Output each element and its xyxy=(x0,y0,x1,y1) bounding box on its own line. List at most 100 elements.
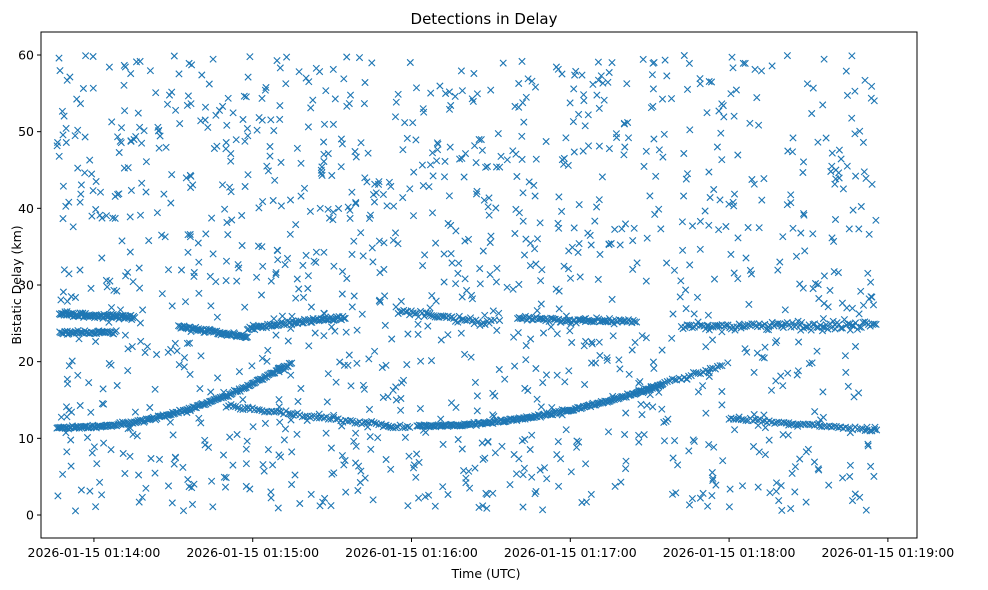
point-track-dip-low xyxy=(289,411,297,419)
point-clutter xyxy=(558,207,566,215)
point-clutter xyxy=(428,292,436,300)
point-clutter xyxy=(175,361,183,369)
point-clutter xyxy=(510,450,518,459)
point-clutter xyxy=(343,102,351,110)
point-clutter xyxy=(417,357,425,365)
point-clutter xyxy=(597,72,605,80)
point-clutter xyxy=(655,388,663,396)
point-clutter xyxy=(631,338,639,346)
point-clutter xyxy=(76,266,84,274)
point-clutter xyxy=(53,142,61,150)
point-clutter xyxy=(761,451,769,459)
point-clutter xyxy=(394,240,402,248)
point-clutter xyxy=(320,138,328,146)
point-clutter xyxy=(857,202,865,211)
point-clutter xyxy=(338,422,346,430)
point-clutter xyxy=(852,172,860,180)
point-clutter xyxy=(321,494,329,502)
point-clutter xyxy=(350,237,358,245)
point-clutter xyxy=(391,229,400,237)
point-clutter xyxy=(483,162,491,171)
point-clutter xyxy=(107,361,115,369)
point-clutter xyxy=(188,500,197,508)
point-clutter xyxy=(85,379,93,387)
point-clutter xyxy=(59,182,67,190)
point-clutter xyxy=(811,408,819,416)
point-clutter xyxy=(799,284,807,292)
point-clutter xyxy=(518,155,526,163)
point-clutter xyxy=(322,87,330,95)
point-clutter xyxy=(433,139,441,147)
point-clutter xyxy=(554,438,562,446)
point-clutter xyxy=(67,293,75,301)
point-clutter xyxy=(294,397,302,406)
point-track-late-upper xyxy=(837,324,845,332)
point-clutter xyxy=(594,76,603,84)
point-clutter xyxy=(831,325,839,333)
point-clutter xyxy=(539,506,547,514)
point-clutter xyxy=(778,506,786,514)
point-clutter xyxy=(568,243,576,251)
point-clutter xyxy=(444,490,452,499)
point-clutter xyxy=(801,247,809,255)
point-clutter xyxy=(532,155,540,163)
point-clutter xyxy=(219,451,228,459)
point-clutter xyxy=(717,129,725,137)
point-clutter xyxy=(146,403,154,412)
point-clutter xyxy=(376,269,384,277)
point-clutter xyxy=(783,201,791,209)
point-clutter xyxy=(115,148,123,157)
point-clutter xyxy=(855,310,863,318)
point-clutter xyxy=(805,360,813,368)
point-clutter xyxy=(519,189,527,197)
point-clutter xyxy=(184,92,192,100)
point-track-center-b xyxy=(518,315,526,323)
point-clutter xyxy=(346,91,355,99)
point-clutter xyxy=(448,259,456,267)
point-clutter xyxy=(511,362,519,370)
point-clutter xyxy=(302,251,310,259)
point-clutter xyxy=(201,116,209,124)
point-clutter xyxy=(221,483,230,491)
point-clutter xyxy=(343,53,351,61)
point-clutter xyxy=(487,232,495,240)
point-clutter xyxy=(560,154,568,162)
point-clutter xyxy=(456,155,464,163)
point-clutter xyxy=(572,67,580,75)
point-track-late-upper xyxy=(740,323,749,331)
point-clutter xyxy=(348,303,356,311)
point-clutter xyxy=(164,266,173,274)
point-clutter xyxy=(482,489,490,497)
point-clutter xyxy=(89,52,97,61)
point-clutter xyxy=(699,489,707,497)
point-clutter xyxy=(835,146,843,154)
point-clutter xyxy=(151,469,159,477)
point-clutter xyxy=(341,456,349,465)
point-clutter xyxy=(755,121,763,129)
point-clutter xyxy=(267,494,275,502)
point-clutter xyxy=(418,161,426,169)
point-clutter xyxy=(595,338,603,346)
point-clutter xyxy=(471,378,479,386)
point-clutter xyxy=(357,229,365,237)
point-clutter xyxy=(264,446,272,454)
point-clutter xyxy=(730,112,738,120)
point-clutter xyxy=(266,142,274,151)
point-clutter xyxy=(715,107,723,115)
point-clutter xyxy=(263,357,271,365)
point-clutter xyxy=(68,357,76,365)
point-clutter xyxy=(520,118,528,126)
point-clutter xyxy=(818,327,827,335)
point-clutter xyxy=(569,118,577,126)
point-clutter xyxy=(296,499,304,508)
point-clutter xyxy=(112,327,120,335)
point-clutter xyxy=(161,233,169,241)
point-track-dip-low xyxy=(375,421,383,429)
point-clutter xyxy=(682,175,690,183)
point-clutter xyxy=(660,418,668,426)
point-clutter xyxy=(830,268,838,276)
point-clutter xyxy=(62,429,70,437)
point-clutter xyxy=(511,229,519,238)
point-track-falling-late xyxy=(870,425,879,434)
point-clutter xyxy=(788,469,796,477)
